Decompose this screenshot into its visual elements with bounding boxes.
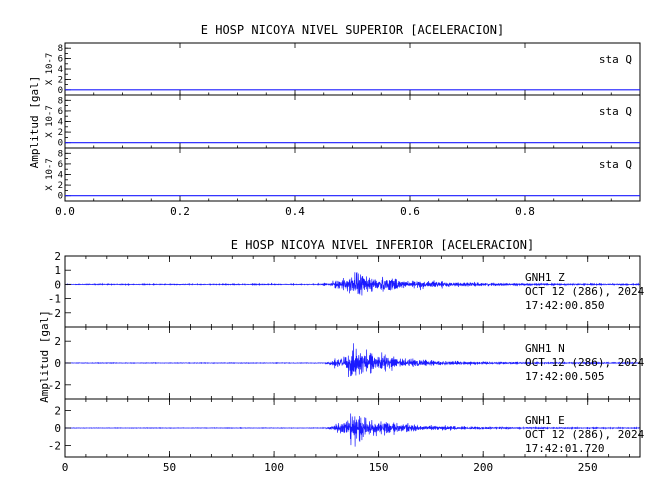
y-tick-label: 4: [58, 171, 63, 181]
y-tick-label: 0: [58, 192, 63, 202]
x-tick-label: 0.6: [400, 205, 420, 218]
y-tick-label: 6: [58, 160, 63, 170]
x-tick-label: 0.4: [285, 205, 305, 218]
x-tick-label: 50: [163, 461, 176, 474]
y-tick-label: 4: [58, 118, 63, 128]
y-tick-label: 2: [58, 181, 63, 191]
x-tick-label: 0.2: [170, 205, 190, 218]
event-time-label: 17:42:00.850: [525, 299, 604, 312]
y-tick-label: 6: [58, 55, 63, 65]
scale-label: X 10-7: [45, 105, 55, 138]
upper-level-chart: E HOSP NICOYA NIVEL SUPERIOR [ACELERACIO…: [28, 23, 641, 218]
y-tick-label: 8: [58, 96, 63, 106]
panel-frame: [64, 147, 641, 202]
y-tick-label: 2: [58, 128, 63, 138]
y-tick-label: 2: [54, 404, 61, 417]
station-component-label: GNH1 E: [525, 414, 565, 427]
y-tick-label: 2: [58, 75, 63, 85]
station-label: sta Q: [599, 105, 632, 118]
event-date-label: OCT 12 (286), 2024: [525, 428, 645, 441]
y-tick-label: 1: [54, 264, 61, 277]
panel-frame: [64, 94, 641, 149]
y-tick-label: 0: [54, 357, 61, 370]
y-tick-label: 0: [58, 139, 63, 149]
y-tick-label: 2: [54, 250, 61, 263]
scale-label: X 10-7: [45, 158, 55, 191]
y-tick-label: 8: [58, 149, 63, 159]
x-tick-label: 0.8: [515, 205, 535, 218]
y-tick-label: 8: [58, 44, 63, 54]
y-tick-label: 0: [54, 422, 61, 435]
y-tick-label: 4: [58, 65, 63, 75]
x-tick-label: 200: [473, 461, 493, 474]
y-tick-label: 0: [58, 86, 63, 96]
event-date-label: OCT 12 (286), 2024: [525, 356, 645, 369]
y-tick-label: 6: [58, 107, 63, 117]
station-component-label: GNH1 N: [525, 342, 565, 355]
x-tick-label: 250: [578, 461, 598, 474]
station-label: sta Q: [599, 53, 632, 66]
station-label: sta Q: [599, 158, 632, 171]
y-axis-label: Amplitud [gal]: [28, 76, 41, 169]
station-component-label: GNH1 Z: [525, 271, 565, 284]
x-tick-label: 150: [369, 461, 389, 474]
y-tick-label: 2: [54, 335, 61, 348]
event-time-label: 17:42:00.505: [525, 370, 604, 383]
panel-frame: [64, 42, 641, 96]
x-tick-label: 0: [62, 461, 69, 474]
seismic-trace: [64, 343, 641, 377]
chart-title: E HOSP NICOYA NIVEL INFERIOR [ACELERACIO…: [231, 238, 534, 252]
y-tick-label: -2: [48, 307, 61, 320]
seismic-trace: [64, 272, 641, 296]
y-tick-label: 0: [54, 278, 61, 291]
scale-label: X 10-7: [45, 53, 55, 86]
x-tick-label: 100: [264, 461, 284, 474]
x-tick-label: 0.0: [55, 205, 75, 218]
chart-title: E HOSP NICOYA NIVEL SUPERIOR [ACELERACIO…: [201, 23, 504, 37]
y-axis-label: Amplitud [gal]: [38, 310, 51, 403]
y-tick-label: -2: [48, 440, 61, 453]
event-time-label: 17:42:01.720: [525, 442, 604, 455]
seismic-trace: [64, 413, 641, 447]
event-date-label: OCT 12 (286), 2024: [525, 285, 645, 298]
lower-level-chart: E HOSP NICOYA NIVEL INFERIOR [ACELERACIO…: [38, 238, 645, 474]
y-tick-label: -2: [48, 379, 61, 392]
y-tick-label: -1: [48, 293, 61, 306]
